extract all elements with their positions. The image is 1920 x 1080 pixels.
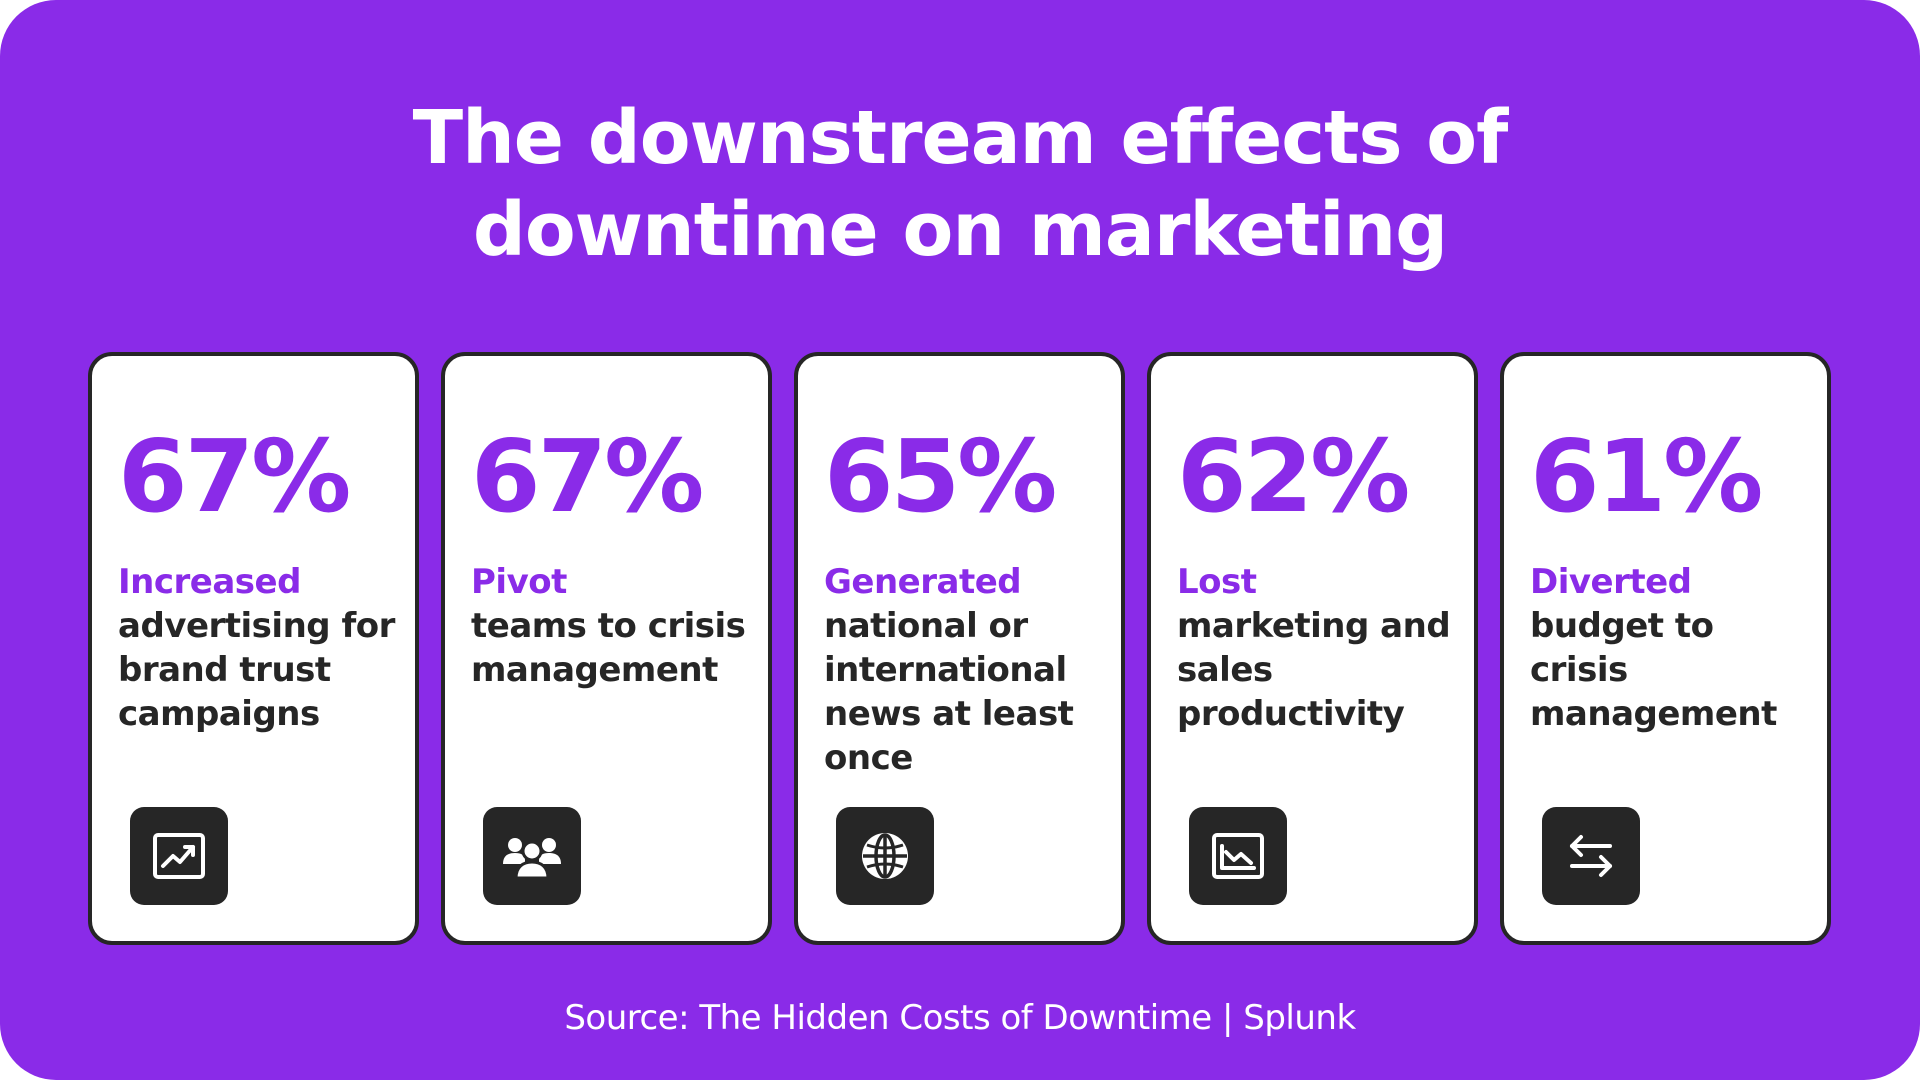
- swap-arrows-icon: [1542, 807, 1640, 905]
- stat-card-increased-advertising: 67% Increased advertising for brand trus…: [88, 352, 419, 945]
- stat-description: Lost marketing and sales productivity: [1177, 560, 1462, 736]
- stat-description: Diverted budget to crisis management: [1530, 560, 1815, 736]
- stat-detail: budget to crisis management: [1530, 606, 1777, 734]
- stat-percent: 67%: [471, 418, 704, 535]
- stat-percent: 61%: [1530, 418, 1763, 535]
- stat-card-diverted-budget: 61% Diverted budget to crisis management: [1500, 352, 1831, 945]
- team-people-icon: [483, 807, 581, 905]
- stat-percent: 67%: [118, 418, 351, 535]
- stat-detail: teams to crisis management: [471, 606, 746, 690]
- stat-card-pivot-teams: 67% Pivot teams to crisis management: [441, 352, 772, 945]
- stat-detail: marketing and sales productivity: [1177, 606, 1451, 734]
- page-title: The downstream effects of downtime on ma…: [0, 92, 1920, 276]
- stat-percent: 62%: [1177, 418, 1410, 535]
- stat-verb: Increased: [118, 562, 301, 602]
- stat-detail: advertising for brand trust campaigns: [118, 606, 395, 734]
- stat-description: Increased advertising for brand trust ca…: [118, 560, 403, 736]
- stat-description: Generated national or international news…: [824, 560, 1109, 780]
- stat-card-generated-news: 65% Generated national or international …: [794, 352, 1125, 945]
- source-caption: Source: The Hidden Costs of Downtime | S…: [564, 998, 1356, 1038]
- stat-verb: Diverted: [1530, 562, 1692, 602]
- title-line-2: downtime on marketing: [472, 187, 1448, 273]
- stat-description: Pivot teams to crisis management: [471, 560, 756, 692]
- globe-icon: [836, 807, 934, 905]
- stat-cards: 67% Increased advertising for brand trus…: [88, 352, 1831, 945]
- stat-verb: Lost: [1177, 562, 1257, 602]
- trending-down-chart-icon: [1189, 807, 1287, 905]
- trending-up-chart-icon: [130, 807, 228, 905]
- stat-card-lost-productivity: 62% Lost marketing and sales productivit…: [1147, 352, 1478, 945]
- stat-verb: Generated: [824, 562, 1022, 602]
- stat-percent: 65%: [824, 418, 1057, 535]
- stat-detail: national or international news at least …: [824, 606, 1074, 778]
- title-line-1: The downstream effects of: [412, 95, 1509, 181]
- stat-verb: Pivot: [471, 562, 567, 602]
